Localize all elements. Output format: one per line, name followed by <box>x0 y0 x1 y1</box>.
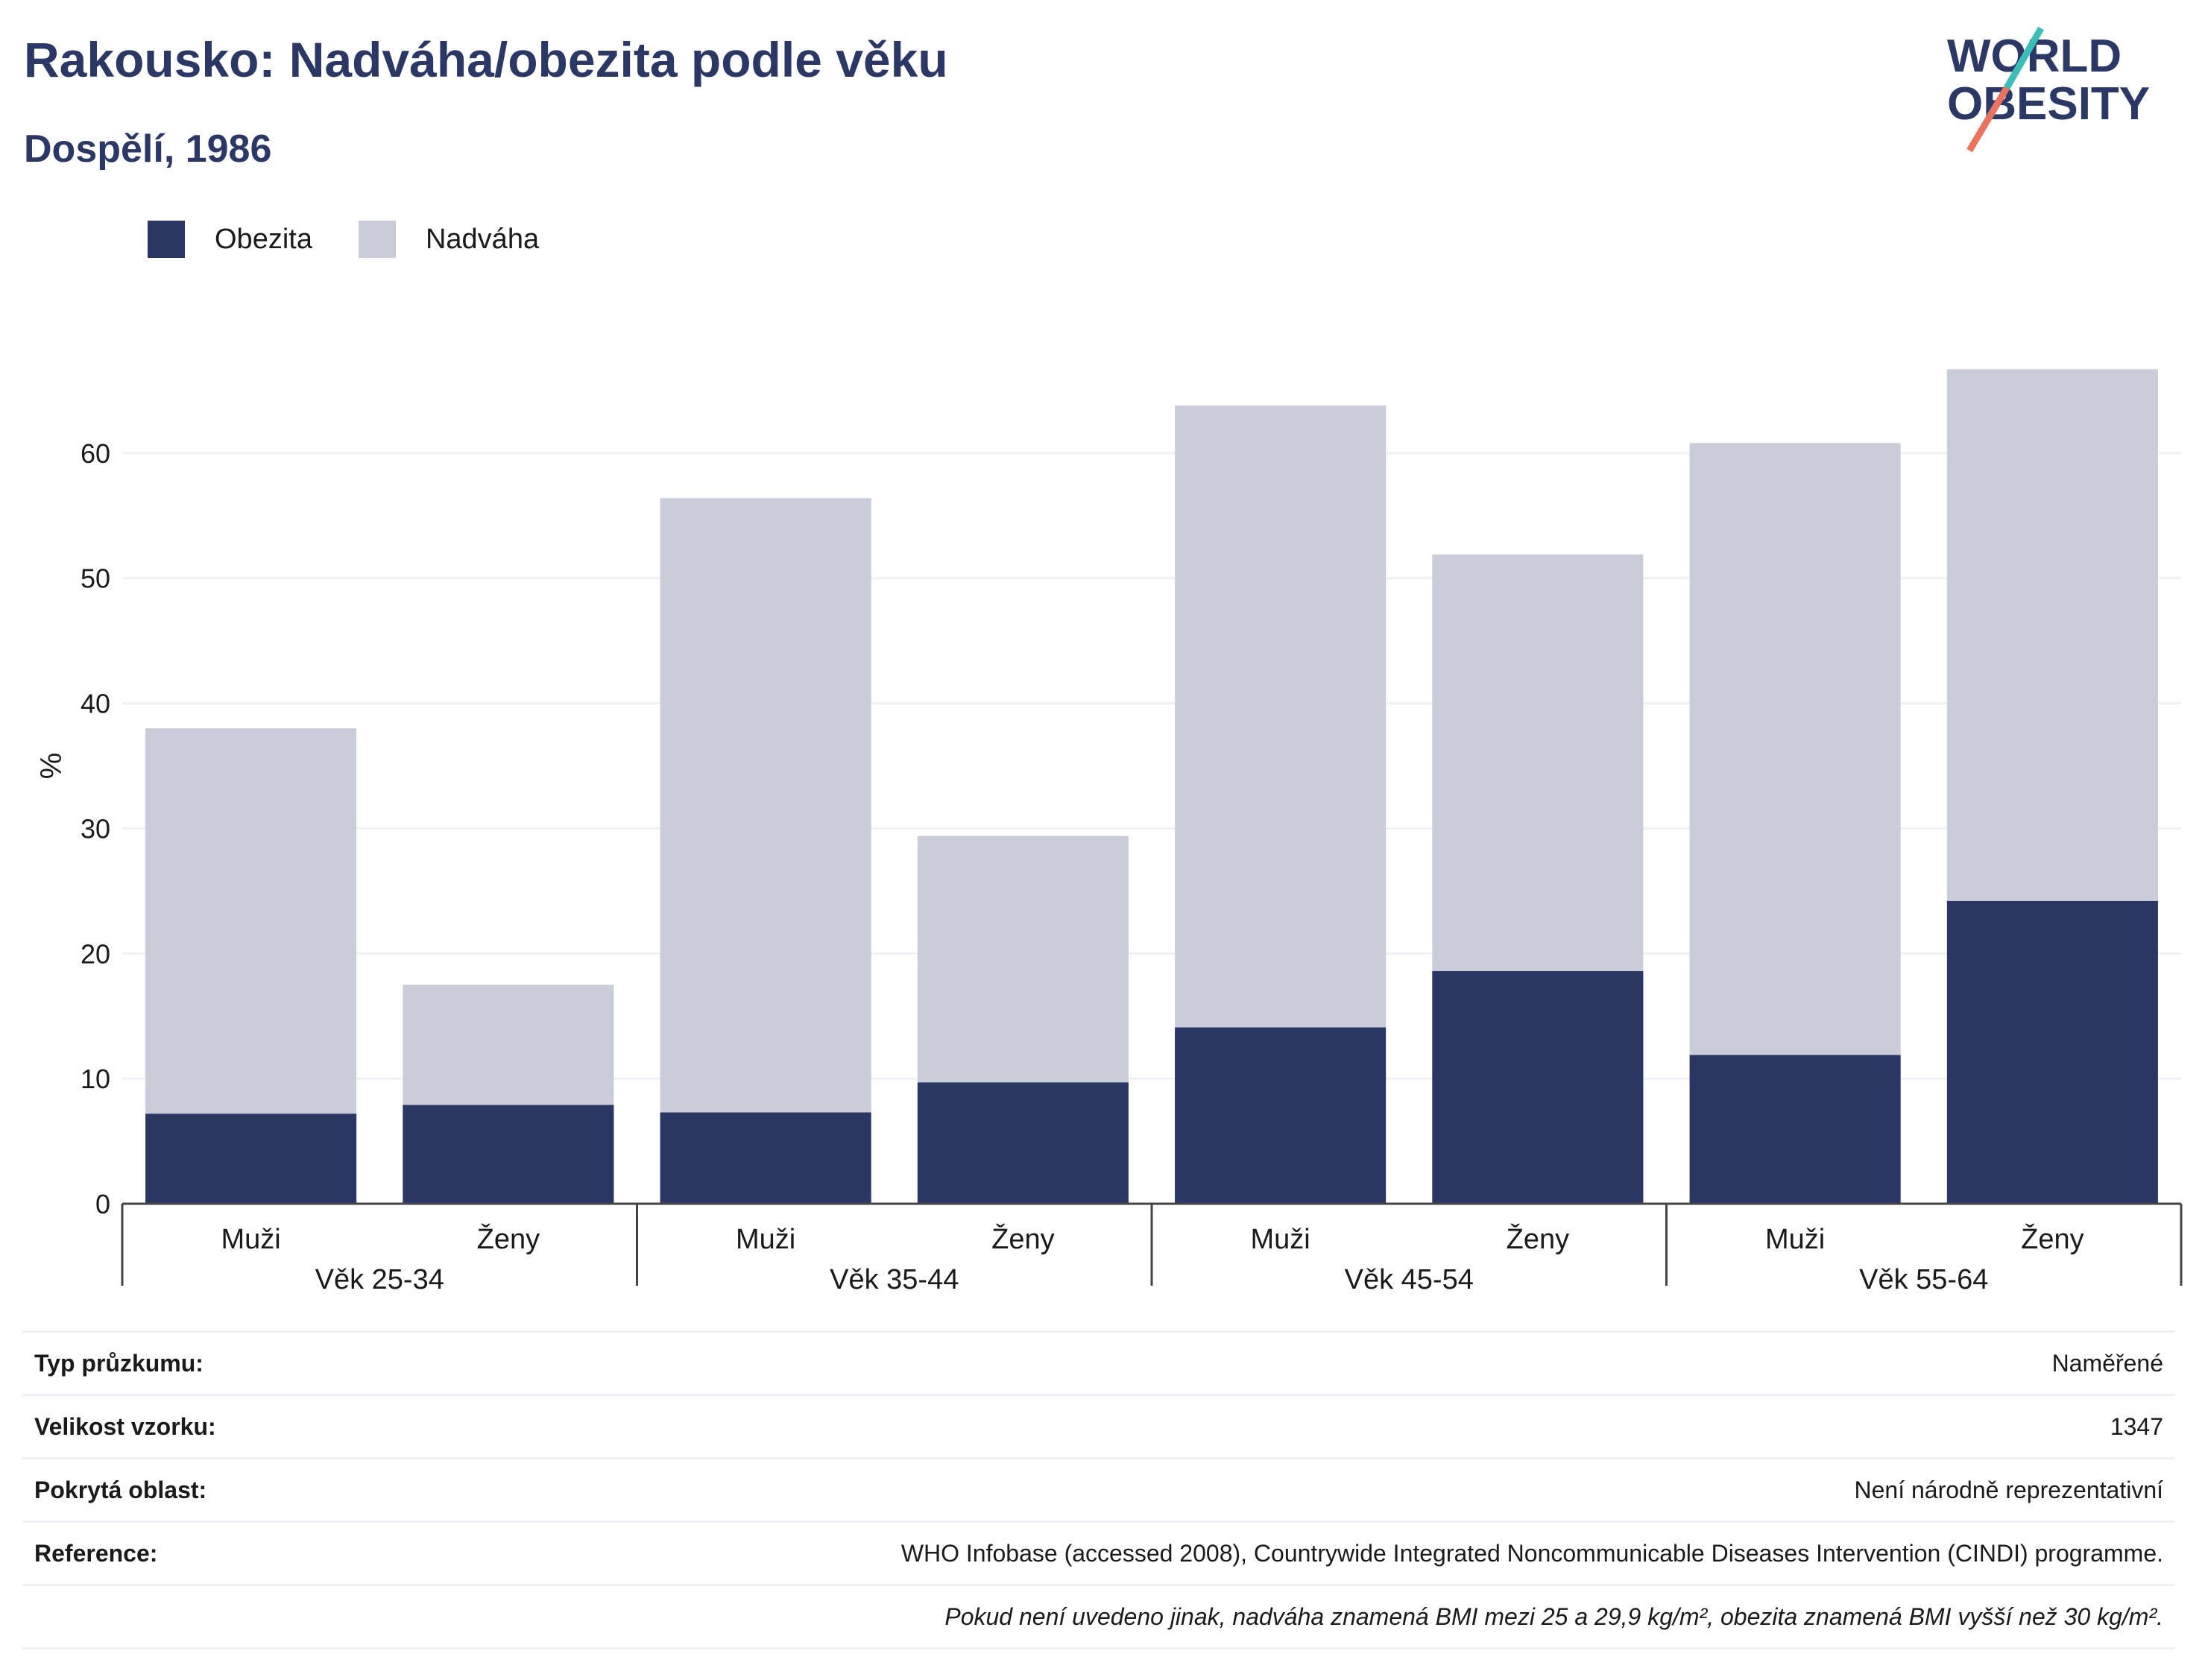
legend-item-obesity: Obezita <box>148 221 312 258</box>
x-tick-label: Ženy <box>991 1223 1054 1255</box>
group-label: Věk 45-54 <box>1345 1264 1474 1295</box>
logo-line2: OBESITY <box>1947 78 2150 130</box>
y-tick-label: 0 <box>95 1189 110 1219</box>
y-tick-label: 40 <box>81 689 110 719</box>
bar-overweight <box>403 985 614 1105</box>
info-label: Velikost vzorku: <box>34 1412 216 1440</box>
info-label: Reference: <box>34 1539 158 1567</box>
bar-overweight <box>1689 443 1901 1055</box>
bar-overweight <box>1175 405 1387 1028</box>
info-row-sample-size: Velikost vzorku: 1347 <box>22 1394 2175 1457</box>
bmi-note: Pokud není uvedeno jinak, nadváha znamen… <box>944 1602 2163 1630</box>
x-tick-label: Ženy <box>2021 1223 2083 1255</box>
world-obesity-logo: WORLD OBESITY <box>1947 26 2150 153</box>
bar-overweight <box>1432 554 1644 971</box>
info-label: Pokrytá oblast: <box>34 1476 207 1503</box>
info-row-area: Pokrytá oblast: Není národně reprezentat… <box>22 1457 2175 1520</box>
bar-obesity <box>1432 970 1644 1204</box>
y-tick-label: 10 <box>81 1064 110 1094</box>
x-tick-label: Ženy <box>477 1223 540 1255</box>
y-tick-label: 60 <box>81 438 110 469</box>
bar-overweight <box>660 498 871 1113</box>
chart-title: Rakousko: Nadváha/obezita podle věku <box>24 32 948 87</box>
legend-label-overweight: Nadváha <box>425 223 540 255</box>
x-tick-label: Muži <box>736 1224 795 1255</box>
bar-overweight <box>917 836 1129 1083</box>
info-value: 1347 <box>2110 1412 2163 1440</box>
group-label: Věk 55-64 <box>1859 1264 1988 1295</box>
bar-overweight <box>145 728 357 1114</box>
info-row-survey-type: Typ průzkumu: Naměřené <box>22 1330 2175 1394</box>
bar-chart: 0 10 20 30 40 50 60% Muži Ženy Muži Ženy Muži Ženy Mu… <box>35 369 2183 1295</box>
bar-obesity <box>1946 900 2158 1204</box>
info-row-reference: Reference: WHO Infobase (accessed 2008),… <box>22 1520 2175 1584</box>
x-tick-label: Ženy <box>1507 1223 1569 1255</box>
bar-obesity <box>917 1082 1129 1204</box>
bar-obesity <box>145 1114 357 1204</box>
y-axis-label: % <box>35 753 68 780</box>
x-tick-label: Muži <box>221 1224 281 1255</box>
legend-swatch-obesity <box>148 221 185 258</box>
chart-subtitle: Dospělí, 1986 <box>24 127 272 171</box>
bar-obesity <box>660 1112 871 1204</box>
info-value: WHO Infobase (accessed 2008), Countrywid… <box>900 1539 2163 1567</box>
group-label: Věk 25-34 <box>315 1264 444 1295</box>
bar-obesity <box>403 1105 614 1204</box>
y-tick-label: 30 <box>81 813 110 844</box>
y-tick-label: 50 <box>81 563 110 594</box>
info-label: Typ průzkumu: <box>34 1349 204 1377</box>
x-tick-label: Muži <box>1251 1224 1310 1255</box>
bar-overweight <box>1946 369 2158 901</box>
legend: Obezita Nadváha <box>148 221 585 258</box>
y-tick-label: 20 <box>81 938 110 969</box>
logo-stroke-teal <box>2004 26 2044 90</box>
info-value: Naměřené <box>2051 1349 2163 1377</box>
x-tick-label: Muži <box>1765 1224 1825 1255</box>
info-value: Není národně reprezentativní <box>1854 1476 2163 1503</box>
info-table: Typ průzkumu: Naměřené Velikost vzorku: … <box>22 1330 2175 1649</box>
info-row-note: Pokud není uvedeno jinak, nadváha znamen… <box>22 1584 2175 1649</box>
legend-label-obesity: Obezita <box>215 223 312 255</box>
bar-obesity <box>1175 1027 1387 1204</box>
legend-swatch-overweight <box>358 221 396 258</box>
bar-obesity <box>1689 1055 1901 1204</box>
logo-stroke-coral <box>1966 86 2010 153</box>
group-label: Věk 35-44 <box>830 1264 959 1295</box>
legend-item-overweight: Nadváha <box>358 221 540 258</box>
